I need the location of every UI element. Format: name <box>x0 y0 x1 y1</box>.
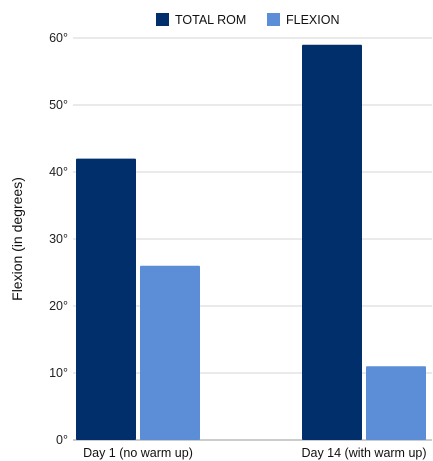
legend-label-total-rom: TOTAL ROM <box>175 13 246 27</box>
legend: TOTAL ROM FLEXION <box>156 13 340 27</box>
legend-swatch-total-rom <box>156 13 169 26</box>
y-tick-label-50: 50° <box>49 98 68 112</box>
bars <box>76 44 426 440</box>
y-tick-label-0: 0° <box>56 433 68 447</box>
legend-swatch-flexion <box>267 13 280 26</box>
bar-flexion-day-14-with-warm-up <box>366 366 426 440</box>
x-axis-labels: Day 1 (no warm up) Day 14 (with warm up) <box>83 446 426 460</box>
legend-label-flexion: FLEXION <box>286 13 340 27</box>
x-tick-label-day-1: Day 1 (no warm up) <box>83 446 193 460</box>
bar-flexion-day-1-no-warm-up <box>140 265 200 440</box>
y-tick-label-10: 10° <box>49 366 68 380</box>
bar-total-rom-day-1-no-warm-up <box>76 158 136 440</box>
bar-total-rom-day-14-with-warm-up <box>302 44 362 440</box>
y-axis-ticks: 0° 10° 20° 30° 40° 50° 60° <box>49 31 68 447</box>
y-tick-label-60: 60° <box>49 31 68 45</box>
y-tick-label-20: 20° <box>49 299 68 313</box>
y-tick-label-30: 30° <box>49 232 68 246</box>
x-tick-label-day-14: Day 14 (with warm up) <box>301 446 426 460</box>
y-axis-label: Flexion (in degrees) <box>9 177 25 301</box>
y-tick-label-40: 40° <box>49 165 68 179</box>
